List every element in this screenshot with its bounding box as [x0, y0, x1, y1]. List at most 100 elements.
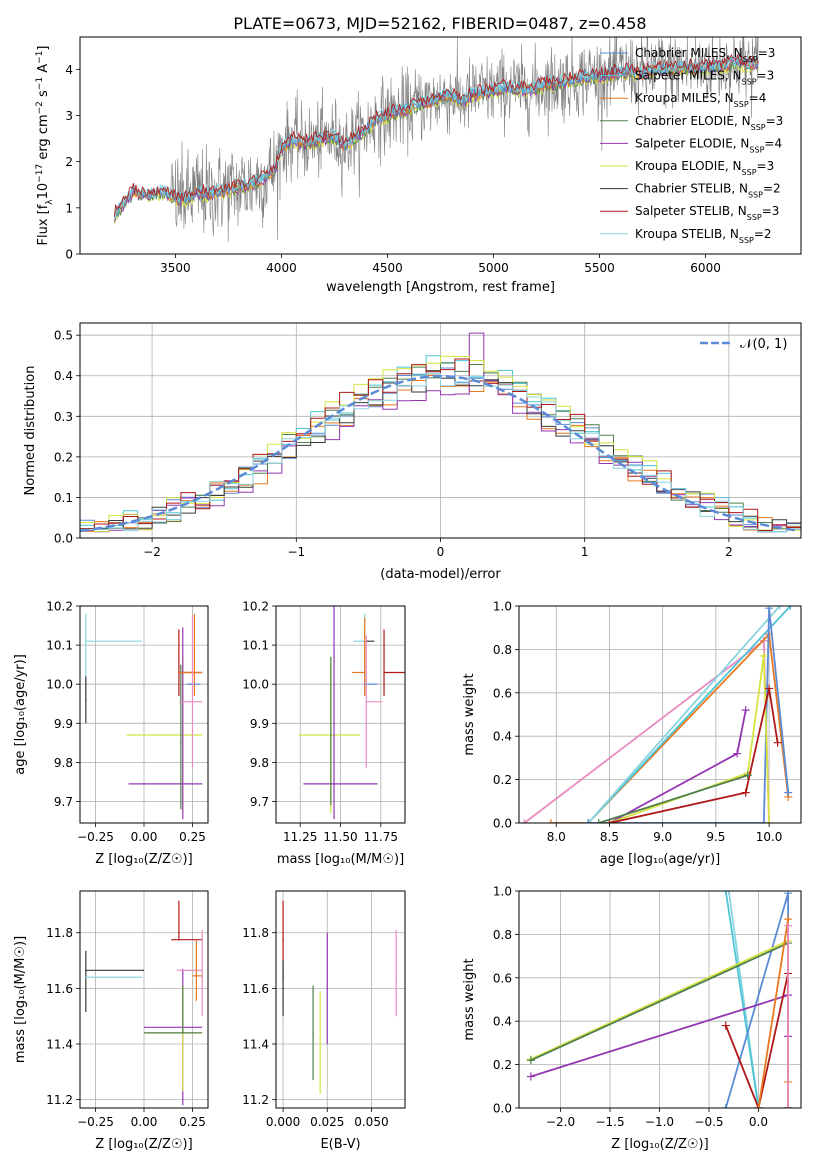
x-tick-label: −0.25: [77, 830, 114, 844]
y-tick-label: 2: [65, 155, 73, 169]
y-tick-label: 0.8: [493, 928, 512, 942]
legend-label: Kroupa ELODIE, NSSP=3: [635, 159, 774, 177]
model-line-kroupa-elodie: [113, 61, 759, 224]
y-axis-label-part: Flux [f: [36, 204, 51, 245]
y-tick-label: 11.4: [46, 1038, 73, 1052]
legend-label-base: Chabrier STELIB, N: [635, 182, 748, 196]
legend-label: Salpeter MILES, NSSP=3: [635, 69, 774, 87]
x-tick-label: 9.0: [653, 830, 672, 844]
legend-label-sub: SSP: [742, 77, 757, 86]
point-marker: [319, 1037, 321, 1040]
errorbar-point: [330, 656, 332, 806]
errorbar-point: [178, 613, 203, 696]
errorbar-point: [201, 929, 203, 1017]
axes-frame: [518, 605, 802, 824]
legend-label: Salpeter STELIB, NSSP=3: [635, 204, 779, 222]
point-marker: [282, 987, 284, 990]
point-marker: [85, 976, 87, 979]
errorbar-point: [171, 900, 203, 941]
x-axis-label: Z [log₁₀(Z/Z☉)]: [95, 1137, 192, 1152]
y-axis-label-part: −1: [35, 77, 45, 90]
plot-residuals: −2 −1 0 1 2 0.0 0.1 0.2 0.3 0.4 0.5 (data-model)/er…: [23, 322, 802, 582]
y-tick-label: 10.0: [46, 678, 73, 692]
legend-label: Kroupa MILES, NSSP=4: [635, 91, 766, 109]
legend-label-tail: =3: [757, 159, 775, 173]
plot-area-age_vs_Z: [80, 606, 208, 823]
y-tick-label: 0.8: [493, 643, 512, 657]
plus-marker: [786, 606, 795, 610]
errorbar-point: [180, 664, 182, 810]
errorbar-point: [395, 929, 397, 1017]
y-axis-label-part: −1: [35, 51, 45, 64]
axes-frame: [79, 890, 209, 1109]
x-tick-label: 0.00: [131, 1115, 158, 1129]
plus-marker: [584, 819, 593, 823]
x-tick-label: 2: [725, 545, 733, 559]
y-tick-label: 10.1: [46, 639, 73, 653]
legend-label: Chabrier STELIB, NSSP=2: [635, 182, 781, 200]
errorbar-point: [319, 991, 321, 1095]
legend-label-sub: SSP: [748, 190, 763, 199]
y-tick-label: 10.1: [242, 639, 269, 653]
y-axis-label: mass [log₁₀(M/M☉)]: [13, 936, 28, 1063]
point-marker: [180, 742, 182, 744]
weight-line-kroupa-miles: [550, 632, 790, 823]
errorbar-point: [176, 969, 203, 972]
point-marker: [189, 969, 192, 972]
x-tick-label: 3500: [160, 261, 191, 275]
plus-marker: [784, 1104, 793, 1108]
figure-title: PLATE=0673, MJD=52162, FIBERID=0487, z=0…: [233, 14, 646, 33]
plus-marker: [784, 891, 793, 898]
x-axis-label: mass [log₁₀(M/M☉)]: [277, 852, 404, 867]
errorbar-point: [178, 615, 203, 769]
legend-label-base: Kroupa MILES, N: [635, 91, 734, 105]
legend-label: Kroupa STELIB, NSSP=2: [635, 227, 772, 245]
axes-frame: [79, 322, 802, 539]
errorbar-point: [85, 976, 143, 979]
legend-label-base: Salpeter ELODIE, N: [635, 136, 749, 150]
point-marker: [312, 1032, 314, 1034]
point-marker: [181, 783, 184, 785]
x-tick-label: −1.0: [645, 1115, 674, 1129]
errorbar-point: [128, 627, 203, 820]
x-tick-label: 0.050: [354, 1115, 388, 1129]
plus-marker: [765, 684, 774, 693]
x-axis-label: age [log₁₀(age/yr)]: [600, 852, 721, 867]
plot-spectrum: 3500 4000 4500 5000 5500 6000 0 1 2 3 4 wavelength …: [35, 36, 802, 295]
x-tick-label: 0.25: [179, 830, 206, 844]
y-tick-label: 11.2: [242, 1093, 269, 1107]
x-tick-label: −0.25: [77, 1115, 114, 1129]
x-tick-label: 0.0: [749, 1115, 768, 1129]
plus-marker: [754, 1104, 763, 1108]
x-axis-label: Z [log₁₀(Z/Z☉)]: [611, 1137, 708, 1152]
errorbar-point: [365, 635, 383, 769]
plot-area-massweight_vs_Z: [519, 891, 801, 1108]
plot-age_vs_mass: 11.25 11.50 11.75 9.7 9.8 9.9 10.0 10.1 10.2 mass…: [242, 600, 406, 867]
legend-label: Chabrier ELODIE, NSSP=3: [635, 114, 783, 132]
y-tick-label: 11.4: [242, 1038, 269, 1052]
point-marker: [365, 700, 368, 703]
y-axis-label: age [log₁₀(age/yr)]: [13, 654, 28, 775]
x-tick-label: 9.5: [706, 830, 725, 844]
errorbar-point: [383, 629, 405, 696]
y-tick-label: 0.4: [54, 369, 73, 383]
x-tick-label: 11.75: [364, 830, 398, 844]
legend-label-base: Salpeter MILES, N: [635, 69, 742, 83]
y-axis-label-part: 10: [36, 183, 51, 200]
y-tick-label: 10.2: [242, 600, 269, 614]
y-axis-label-part: −17: [35, 164, 45, 183]
plus-marker: [741, 788, 750, 797]
x-tick-label: 5000: [478, 261, 509, 275]
y-tick-label: 0.4: [493, 1015, 512, 1029]
point-marker: [326, 987, 329, 990]
legend-label-base: Kroupa STELIB, N: [635, 227, 739, 241]
errorbar-point: [144, 968, 203, 1106]
x-axis-label: Z [log₁₀(Z/Z☉)]: [95, 852, 192, 867]
x-axis-label: wavelength [Angstrom, rest frame]: [326, 280, 555, 295]
legend-label: Chabrier MILES, NSSP=3: [635, 46, 775, 64]
x-tick-label: 6000: [690, 261, 721, 275]
legend-label-sub: SSP: [739, 235, 754, 244]
plot-mass_vs_ebv: 0.000 0.025 0.050 11.2 11.4 11.6 11.8 E(B-V): [242, 890, 406, 1152]
x-axis-label: E(B-V): [320, 1137, 360, 1152]
